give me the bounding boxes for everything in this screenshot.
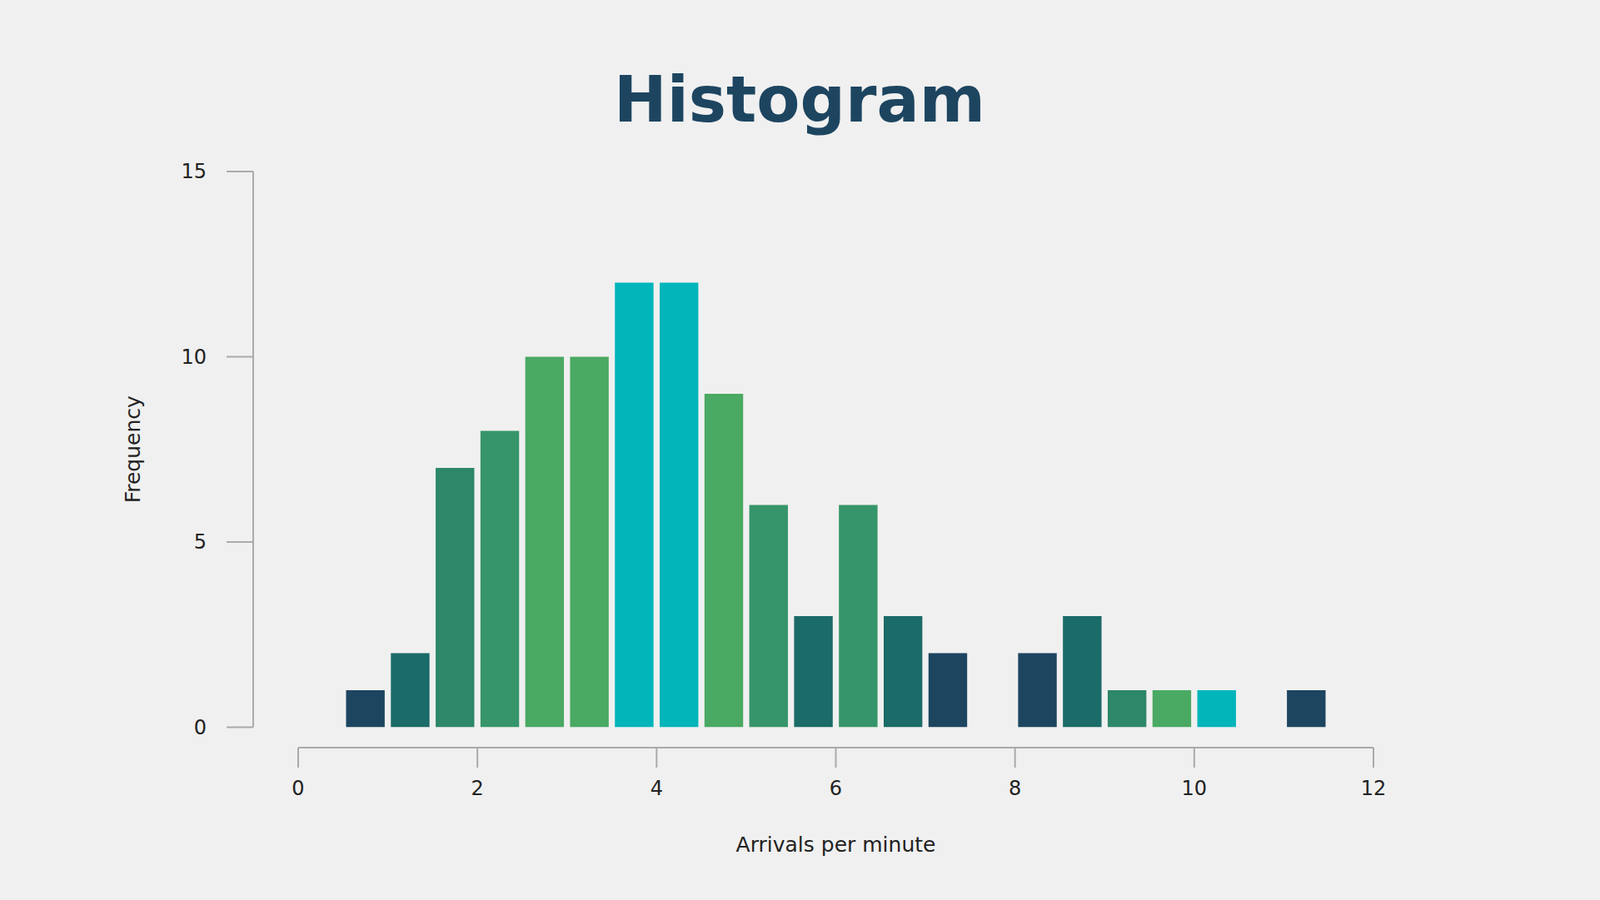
bar (390, 653, 429, 728)
x-tick (1014, 747, 1017, 768)
bar (883, 616, 923, 728)
x-tick-label: 8 (1008, 777, 1022, 801)
x-tick-label: 10 (1181, 777, 1208, 801)
x-tick-label: 0 (291, 777, 305, 801)
y-tick-label: 15 (180, 159, 207, 184)
chart: Histogram Frequency Arrivals per minute 0 5 1… (0, 0, 1600, 900)
y-axis-label: Frequency (120, 395, 145, 504)
x-tick (1372, 747, 1375, 768)
x-tick (476, 747, 479, 768)
bar (704, 393, 743, 728)
x-tick-label: 4 (650, 777, 663, 801)
x-tick-label: 2 (471, 777, 484, 801)
x-tick (297, 747, 300, 768)
x-tick (1193, 747, 1196, 768)
title: Histogram (613, 62, 986, 137)
bar (345, 690, 384, 728)
bar (973, 727, 1012, 728)
y-tick (226, 170, 254, 173)
y-tick (226, 541, 254, 544)
bar (1152, 690, 1192, 728)
bar (1241, 727, 1281, 728)
bar (480, 431, 519, 728)
x-axis-label: Arrivals per minute (736, 832, 937, 858)
bar (614, 283, 653, 728)
bar (1197, 690, 1237, 728)
bars (345, 283, 1326, 728)
y-tick-label: 5 (194, 530, 207, 554)
bar (1062, 616, 1102, 728)
bar (659, 283, 698, 728)
x-tick-label: 12 (1360, 777, 1387, 801)
y-tick-label: 10 (180, 345, 207, 369)
y-tick (226, 356, 254, 359)
bar (928, 653, 967, 728)
background (0, 0, 1600, 900)
bar (435, 468, 474, 728)
bar (793, 616, 833, 728)
bar (838, 505, 878, 728)
bar (1286, 690, 1326, 728)
bar (749, 505, 788, 728)
y-tick (226, 727, 254, 729)
bar (1017, 653, 1057, 728)
x-tick (835, 747, 838, 768)
bar (525, 357, 564, 728)
x-tick-label: 6 (829, 777, 843, 801)
bar (1107, 690, 1147, 728)
y-axis-line (252, 171, 255, 728)
x-tick (655, 747, 658, 768)
y-tick-label: 0 (194, 716, 207, 740)
bar (569, 357, 609, 728)
